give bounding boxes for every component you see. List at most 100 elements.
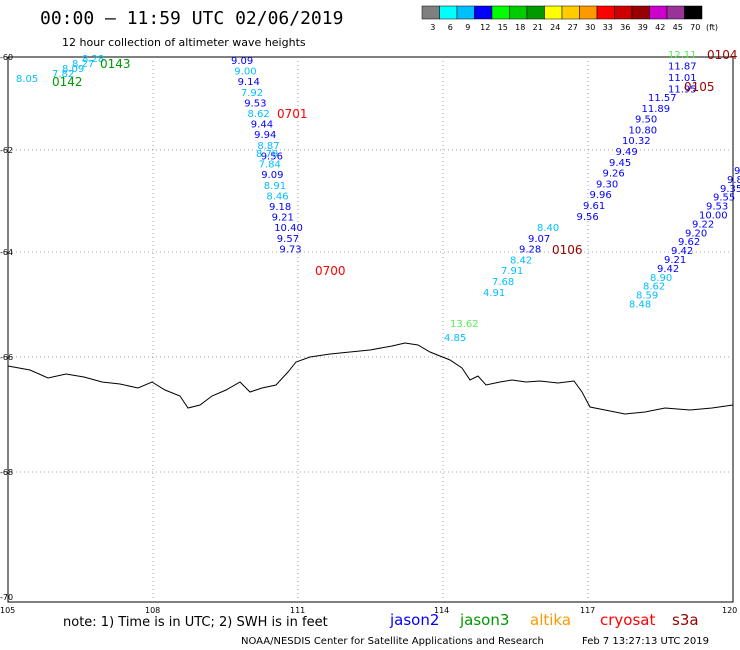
wave-height-value: 9.53 [706, 202, 728, 213]
legend-swatch [666, 5, 685, 20]
wave-height-value: 9.8 [727, 175, 740, 186]
legend-label: 9 [465, 23, 470, 32]
lat-lon-grid [8, 57, 733, 602]
credit-line: NOAA/NESDIS Center for Satellite Applica… [241, 636, 544, 647]
legend-label: 39 [638, 23, 648, 32]
wave-height-value: 11.89 [642, 104, 671, 115]
legend-swatch [456, 5, 475, 20]
legend-swatch [474, 5, 493, 20]
legend-swatch [614, 5, 633, 20]
legend-swatch [561, 5, 580, 20]
wave-height-value: 9.42 [671, 246, 693, 257]
legend-swatch [579, 5, 598, 20]
wave-height-value: 9.21 [272, 213, 294, 224]
wave-height-value: 9.73 [279, 244, 301, 255]
track-time-label: 0700 [315, 264, 346, 278]
wave-height-value: 4.85 [444, 333, 466, 344]
legend-label: 6 [448, 23, 453, 32]
wave-height-value: 7.82 [52, 69, 74, 80]
wave-height-value: 7.84 [259, 160, 281, 171]
wave-height-value: 4.91 [483, 288, 505, 299]
legend-label: 12 [480, 23, 490, 32]
wave-height-value: 8.62 [248, 109, 270, 120]
wave-height-value: 11.01 [668, 73, 697, 84]
wave-height-value: 9.55 [713, 193, 735, 204]
wave-height-value: 11.87 [668, 62, 697, 73]
legend-label: 70 [690, 23, 700, 32]
lat-tick-label: -66 [0, 353, 13, 362]
wave-height-value: 8.27 [72, 59, 94, 70]
satellite-altika: altika [530, 611, 571, 629]
wave-height-value: 9.50 [635, 115, 657, 126]
wave-height-value: 8.79 [256, 149, 278, 160]
wave-height-value: 9.56 [261, 151, 283, 162]
wave-height-value: 9.21 [664, 255, 686, 266]
legend-label: 33 [603, 23, 613, 32]
wave-height-value: 11.57 [648, 93, 677, 104]
wave-height-value: 9.28 [519, 245, 541, 256]
wave-height-value: 9.30 [596, 179, 618, 190]
wave-height-value: 8.05 [16, 74, 38, 85]
wave-height-value: 9.35 [720, 184, 740, 195]
wave-height-value: 8.91 [264, 181, 286, 192]
track-time-label: 0142 [52, 75, 83, 89]
wave-height-value: 12.11 [668, 50, 697, 61]
wave-height-value: 9.57 [277, 234, 299, 245]
wave-height-value: 9.22 [692, 219, 714, 230]
wave-height-value: 8.48 [629, 300, 651, 311]
lat-tick-label: -68 [0, 468, 13, 477]
legend-swatch [421, 5, 440, 20]
satellite-jason2: jason2 [389, 611, 439, 629]
wave-height-value: 9.14 [238, 77, 260, 88]
wave-height-value: 9.09 [231, 56, 253, 67]
legend-label: 15 [498, 23, 508, 32]
wave-height-value: 10.32 [622, 136, 651, 147]
wave-height-value: 9.61 [583, 201, 605, 212]
satellite-jason3: jason3 [459, 611, 509, 629]
lat-tick-label: -70 [0, 593, 13, 602]
wave-height-value: 9.96 [590, 190, 612, 201]
coastline [7, 342, 734, 415]
wave-height-value: 9.20 [685, 228, 707, 239]
wave-height-value: 9.26 [603, 169, 625, 180]
wave-height-value: 9 [734, 166, 740, 177]
legend-label: 42 [655, 23, 665, 32]
wave-height-value: 10.00 [699, 211, 728, 222]
lon-tick-label: 111 [290, 606, 305, 615]
generated-timestamp: Feb 7 13:27:13 UTC 2019 [582, 636, 709, 647]
map-title: 00:00 – 11:59 UTC 02/06/2019 [40, 8, 343, 29]
track-time-label: 0104 [707, 48, 738, 62]
lat-tick-label: -60 [0, 53, 13, 62]
legend-label: 45 [673, 23, 683, 32]
map-subtitle: 12 hour collection of altimeter wave hei… [62, 36, 306, 49]
legend-swatch [544, 5, 563, 20]
track-time-label: 0105 [684, 80, 715, 94]
legend-label: 30 [585, 23, 595, 32]
satellite-s3a: s3a [672, 611, 699, 629]
wave-height-value: 9.07 [528, 234, 550, 245]
lon-tick-label: 120 [722, 606, 737, 615]
legend-swatch [526, 5, 545, 20]
legend-label: 3 [430, 23, 435, 32]
wave-height-value: 8.62 [643, 282, 665, 293]
wave-height-value: 8.87 [257, 141, 279, 152]
lat-tick-label: -64 [0, 248, 13, 257]
track-time-label: 0143 [100, 57, 131, 71]
wave-height-value: 9.42 [657, 264, 679, 275]
wave-height-value: 9.49 [616, 147, 638, 158]
wave-height-value: 9.94 [254, 130, 276, 141]
wave-height-legend: 3 6 9 12 15 18 21 24 27 30 33 36 39 42 45 70 (ft) [421, 5, 718, 32]
legend-label: 36 [620, 23, 630, 32]
legend-swatch [509, 5, 528, 20]
legend-label: 18 [515, 23, 525, 32]
wave-height-value: 9.00 [234, 67, 256, 78]
legend-swatch [439, 5, 458, 20]
legend-label: 24 [550, 23, 560, 32]
wave-height-value: 9.53 [244, 98, 266, 109]
track-time-label: 0106 [552, 243, 583, 257]
legend-swatch [631, 5, 650, 20]
wave-height-value: 8.46 [266, 191, 288, 202]
wave-height-value: 7.91 [501, 266, 523, 277]
